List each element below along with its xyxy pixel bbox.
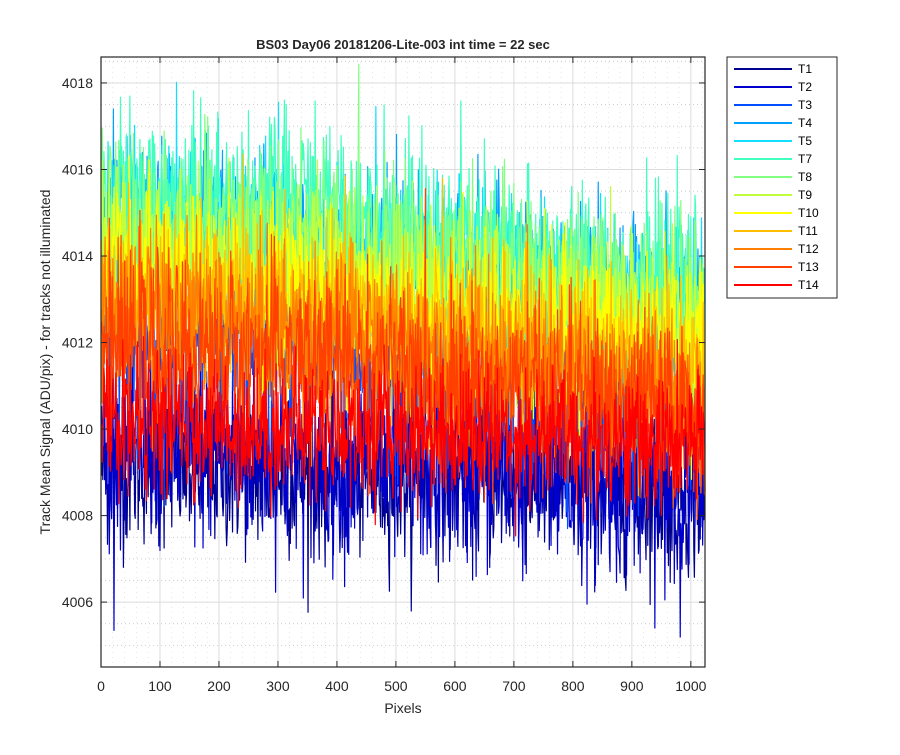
legend-label: T11 <box>798 224 818 238</box>
x-tick-label: 300 <box>266 678 290 694</box>
legend-item-t9: T9 <box>734 188 812 202</box>
chart-title: BS03 Day06 20181206-Lite-003 int time = … <box>256 37 550 52</box>
x-tick-label: 0 <box>97 678 105 694</box>
x-tick-label: 500 <box>384 678 408 694</box>
x-axis-label: Pixels <box>384 700 421 716</box>
legend-label: T4 <box>798 116 812 130</box>
y-tick-label: 4012 <box>62 335 93 351</box>
series-layer <box>100 63 706 638</box>
x-tick-label: 1000 <box>675 678 706 694</box>
x-tick-label: 100 <box>148 678 172 694</box>
y-tick-label: 4014 <box>62 248 93 264</box>
legend-item-t10: T10 <box>734 206 819 220</box>
legend-item-t13: T13 <box>734 260 819 274</box>
tick-labels: 0 100 200 300 400 500 600 700 800 900 1000 4006 4008… <box>62 75 707 694</box>
y-tick-label: 4016 <box>62 161 93 177</box>
x-tick-label: 600 <box>443 678 467 694</box>
y-tick-label: 4008 <box>62 508 93 524</box>
legend: T1 T2 T3 T4 T5 T7 T8 T9 T10 T11 T12 T13 T14 <box>726 56 838 299</box>
legend-item-t12: T12 <box>734 242 819 256</box>
legend-item-t3: T3 <box>734 98 812 112</box>
legend-label: T2 <box>798 80 812 94</box>
legend-label: T13 <box>798 260 819 274</box>
x-tick-label: 700 <box>502 678 526 694</box>
series-line-t14 <box>100 336 706 537</box>
legend-label: T14 <box>798 278 819 292</box>
legend-label: T10 <box>798 206 819 220</box>
x-tick-label: 900 <box>620 678 644 694</box>
x-tick-label: 800 <box>561 678 585 694</box>
y-tick-label: 4006 <box>62 594 93 610</box>
legend-label: T3 <box>798 98 812 112</box>
legend-item-t5: T5 <box>734 134 812 148</box>
legend-item-t14: T14 <box>734 278 819 292</box>
legend-item-t11: T11 <box>734 224 818 238</box>
legend-label: T9 <box>798 188 812 202</box>
x-tick-label: 400 <box>325 678 349 694</box>
axis-ticks <box>100 57 705 667</box>
legend-item-t4: T4 <box>734 116 812 130</box>
legend-label: T5 <box>798 134 812 148</box>
legend-items: T1 T2 T3 T4 T5 T7 T8 T9 T10 T11 T12 T13 T14 <box>734 62 819 292</box>
x-tick-label: 200 <box>207 678 231 694</box>
legend-item-t1: T1 <box>734 62 812 76</box>
legend-label: T8 <box>798 170 812 184</box>
legend-label: T12 <box>798 242 819 256</box>
legend-label: T1 <box>798 62 812 76</box>
legend-label: T7 <box>798 152 812 166</box>
legend-item-t2: T2 <box>734 80 812 94</box>
y-tick-label: 4018 <box>62 75 93 91</box>
plot-frame <box>100 56 706 668</box>
y-axis-label: Track Mean Signal (ADU/pix) - for tracks… <box>37 190 53 535</box>
legend-item-t7: T7 <box>734 152 812 166</box>
y-tick-label: 4010 <box>62 421 93 437</box>
legend-item-t8: T8 <box>734 170 812 184</box>
